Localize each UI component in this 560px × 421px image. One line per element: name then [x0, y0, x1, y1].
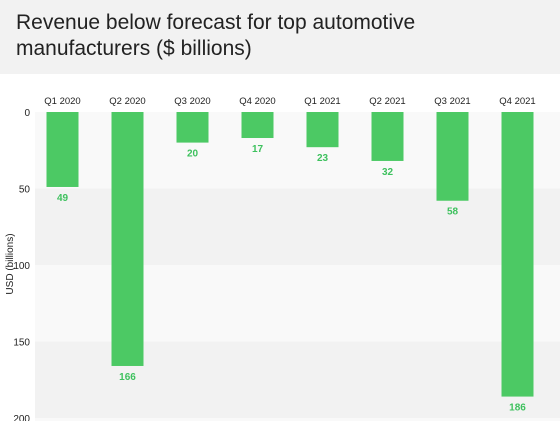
chart-title: Revenue below forecast for top automotiv… — [16, 11, 416, 60]
y-tick-label: 50 — [19, 185, 31, 196]
data-label: 20 — [187, 149, 199, 160]
bar — [306, 112, 339, 148]
data-label: 23 — [317, 153, 329, 164]
x-category-label: Q1 2021 — [304, 96, 340, 107]
data-label: 186 — [509, 403, 526, 414]
y-tick-label: 200 — [13, 414, 30, 421]
y-axis-title: USD (billions) — [5, 233, 16, 294]
y-axis-ticks: 0 50 100 150 200 — [13, 108, 30, 421]
x-category-label: Q1 2020 — [44, 96, 80, 107]
bar — [501, 112, 534, 397]
x-category-label: Q2 2021 — [369, 96, 405, 107]
x-category-label: Q3 2021 — [434, 96, 470, 107]
data-labels: 49 166 20 17 23 32 58 186 — [57, 144, 526, 414]
title-banner — [0, 0, 560, 74]
data-label: 32 — [382, 167, 394, 178]
x-category-label: Q2 2020 — [109, 96, 145, 107]
y-tick-label: 100 — [13, 261, 30, 272]
data-label: 166 — [119, 372, 136, 383]
x-category-label: Q3 2020 — [174, 96, 210, 107]
bar — [176, 112, 209, 143]
x-category-label: Q4 2021 — [499, 96, 535, 107]
x-category-label: Q4 2020 — [239, 96, 275, 107]
y-tick-label: 0 — [24, 108, 30, 119]
data-label: 58 — [447, 207, 459, 218]
bar — [46, 112, 79, 187]
data-label: 49 — [57, 193, 69, 204]
bar — [371, 112, 404, 161]
bar — [436, 112, 469, 201]
bar — [111, 112, 144, 366]
data-label: 17 — [252, 144, 264, 155]
bar — [241, 112, 274, 139]
y-tick-label: 150 — [13, 338, 30, 349]
x-axis-categories: Q1 2020 Q2 2020 Q3 2020 Q4 2020 Q1 2021 Q2 20… — [44, 96, 535, 107]
bars — [46, 112, 534, 397]
